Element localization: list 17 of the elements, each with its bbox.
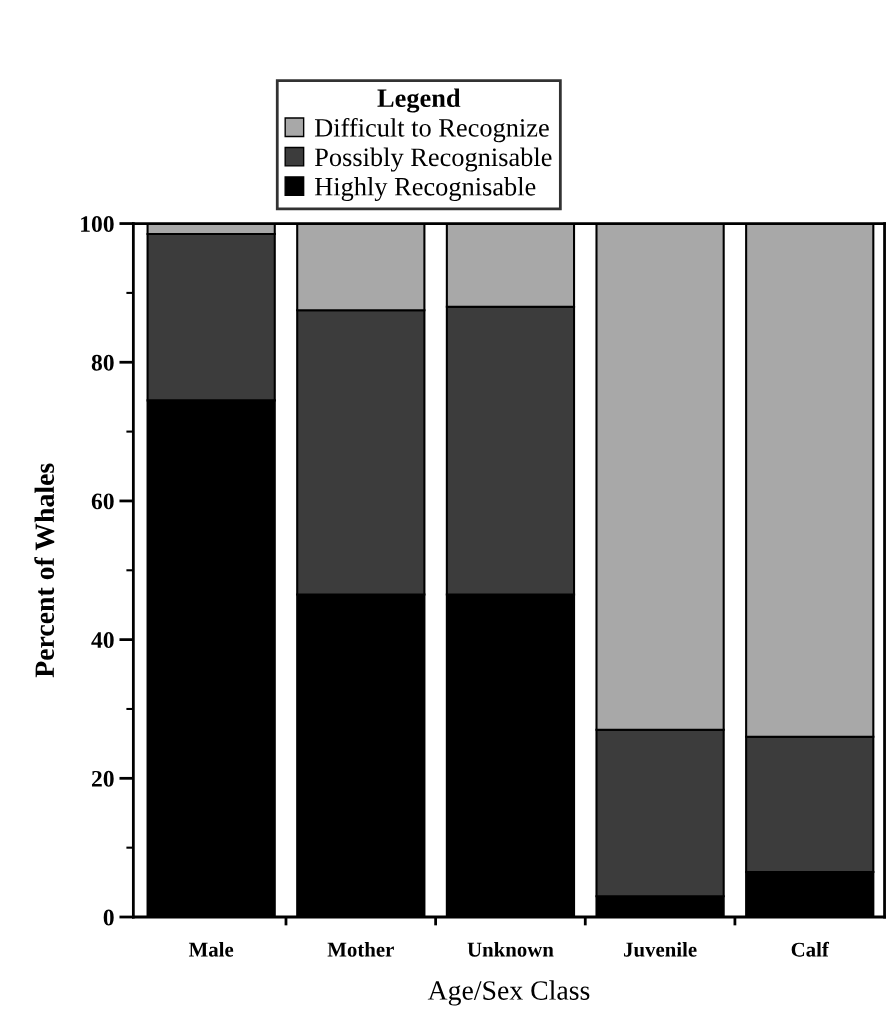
x-axis-title: Age/Sex Class [427,980,590,1006]
legend-label: Difficult to Recognize [314,117,549,143]
x-tick-label: Male [188,942,234,957]
legend-title: Legend [377,88,461,113]
y-tick-label: 80 [91,354,114,371]
legend-label: Highly Recognisable [314,177,536,202]
y-tick-label: 100 [81,216,114,232]
x-tick-label: Unknown [467,942,554,957]
x-tick-label: Mother [327,942,394,957]
y-tick-label: 0 [103,909,114,926]
x-tick-label: Calf [791,941,830,957]
y-tick-label: 40 [91,632,114,649]
y-tick-label: 20 [91,770,114,787]
y-tick-label: 60 [91,493,114,510]
x-tick-label: Juvenile [623,942,697,957]
y-axis-title: Percent of Whales [34,463,55,678]
legend-label: Possibly Recognisable [314,147,552,172]
